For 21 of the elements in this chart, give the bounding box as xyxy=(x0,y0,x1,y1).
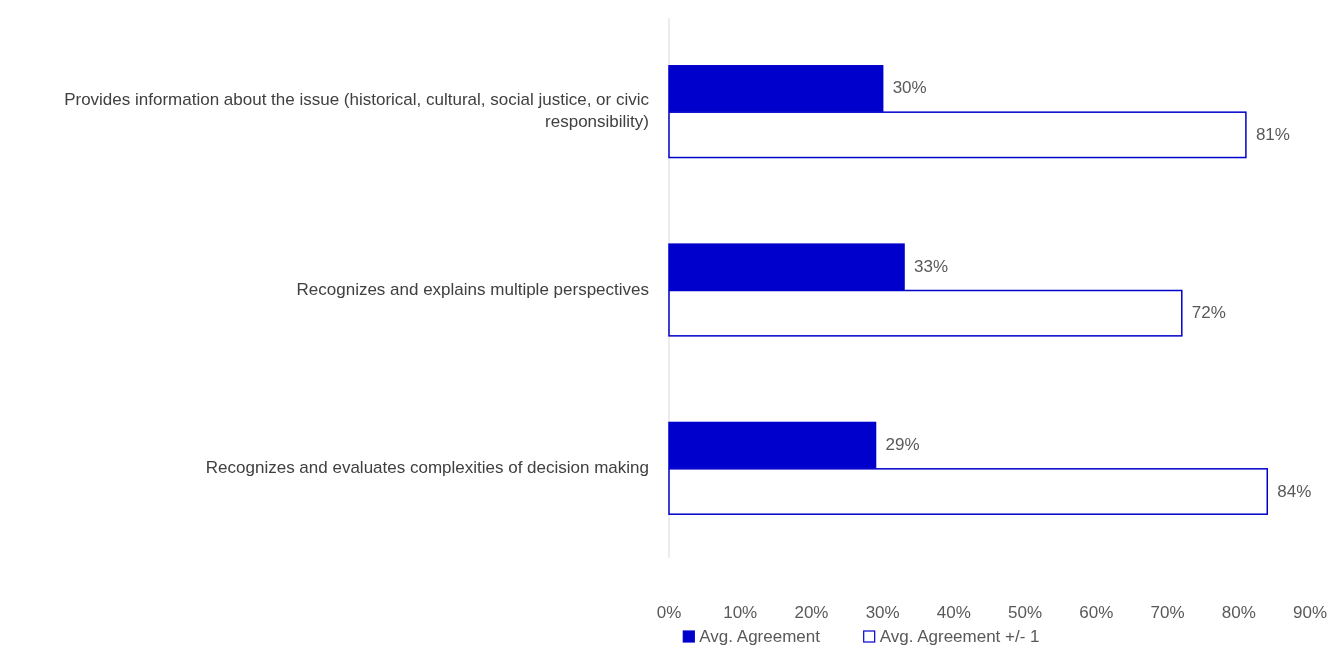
data-label: 84% xyxy=(1277,481,1312,501)
data-label: 72% xyxy=(1191,303,1226,323)
x-tick-label: 70% xyxy=(1150,603,1185,622)
x-tick-label: 0% xyxy=(656,603,682,622)
x-tick-label: 80% xyxy=(1221,603,1256,622)
data-label: 30% xyxy=(892,78,927,98)
legend-label: Avg. Agreement xyxy=(699,627,821,646)
x-tick-label: 60% xyxy=(1079,603,1114,622)
x-tick-label: 90% xyxy=(1292,603,1328,622)
x-tick-label: 40% xyxy=(936,603,971,622)
x-tick-label: 30% xyxy=(865,603,900,622)
legend-label: Avg. Agreement +/- 1 xyxy=(879,627,1040,646)
y-tick-label: Recognizes and explains multiple perspectives xyxy=(296,279,649,299)
y-tick-label: Recognizes and evaluates complexities of decision making xyxy=(205,458,649,478)
x-tick-label: 20% xyxy=(794,603,829,622)
data-label: 29% xyxy=(885,435,920,455)
x-tick-label: 50% xyxy=(1008,603,1043,622)
data-label: 81% xyxy=(1255,124,1290,144)
x-tick-label: 10% xyxy=(723,603,758,622)
y-tick-label: Provides information about the issue (historical, cultural, social justice, or civic responsibility) xyxy=(64,90,650,132)
data-label: 33% xyxy=(914,256,949,276)
